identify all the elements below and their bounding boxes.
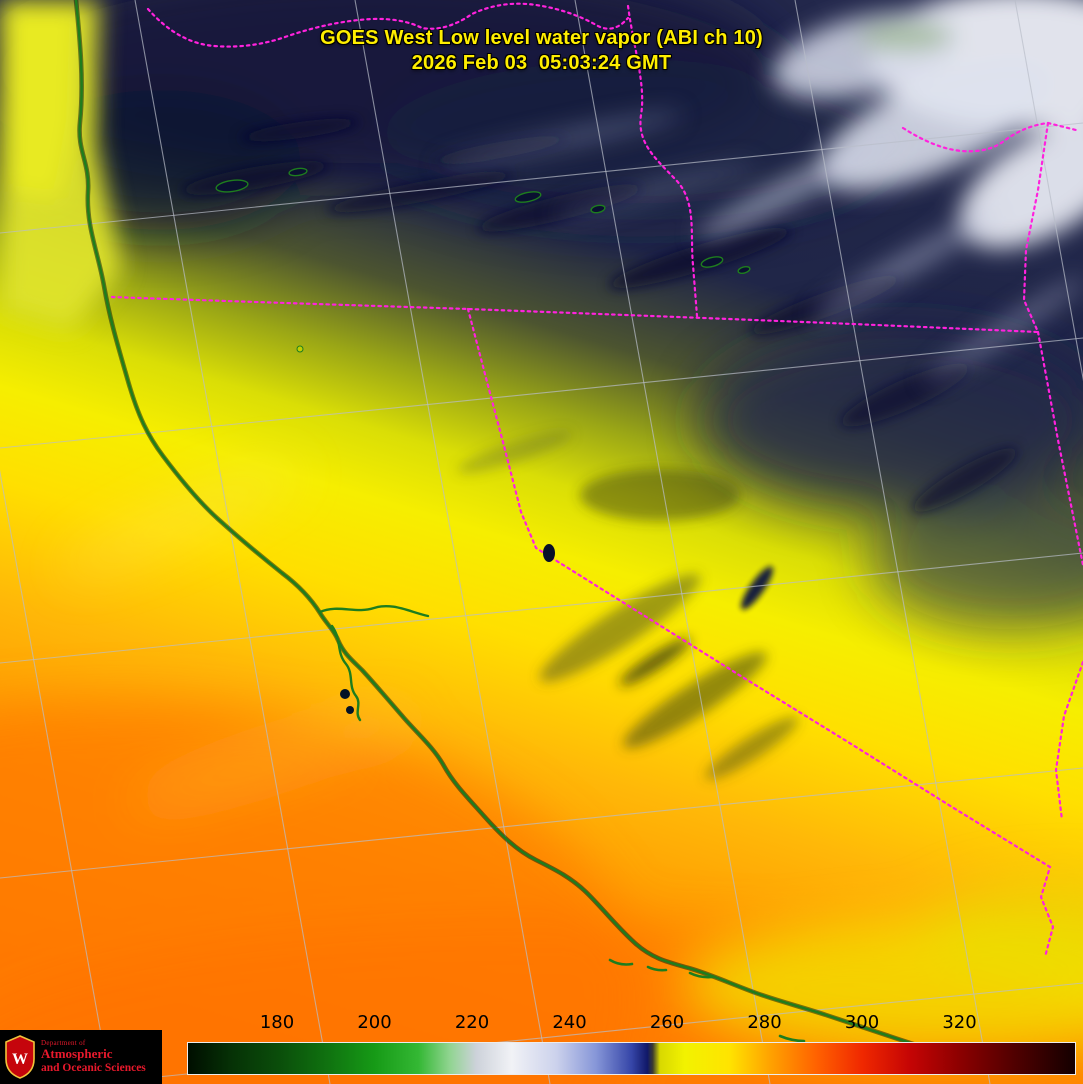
- colorbar-tick: 300: [844, 1012, 880, 1033]
- colorbar-ticks: 180 200 220 240 260 280 300 320: [0, 1012, 1083, 1036]
- small-marker: [296, 345, 304, 353]
- dark-filament: [741, 566, 773, 610]
- colorbar-tick: 320: [942, 1012, 977, 1033]
- logo-dept-line: Department of: [41, 1038, 86, 1047]
- cloud-layer: [437, 0, 1083, 383]
- lakes: [215, 167, 751, 562]
- colorbar-tick: 240: [552, 1012, 587, 1033]
- colorbar-tick: 220: [454, 1012, 490, 1033]
- terrain-shading: [53, 55, 799, 780]
- uw-crest-icon: W: [5, 1035, 35, 1079]
- sf-bay: [330, 624, 362, 722]
- image-title: GOES West Low level water vapor (ABI ch …: [320, 27, 763, 49]
- state-borders: [110, 2, 1083, 959]
- logo-line1: Atmospheric: [41, 1046, 113, 1062]
- coastal-moist-patch: [0, 0, 122, 330]
- logo-line2: and Oceanic Sciences: [41, 1061, 146, 1074]
- lake-tahoe: [543, 544, 555, 562]
- crest-letter: W: [12, 1051, 28, 1068]
- image-timestamp: 2026 Feb 03 05:03:24 GMT: [411, 52, 672, 74]
- colorbar-tick: 180: [259, 1012, 295, 1033]
- colorbar-tick: 200: [357, 1012, 392, 1033]
- colorbar-tick: 280: [747, 1012, 782, 1033]
- title-block: GOES West Low level water vapor (ABI ch …: [0, 26, 1083, 76]
- coastline: [76, 0, 978, 1062]
- sacramento-delta: [318, 604, 430, 618]
- uw-logo: W Department of Atmospheric and Oceanic …: [0, 1030, 162, 1084]
- logo-text: Department of Atmospheric and Oceanic Sc…: [41, 1038, 146, 1075]
- colorbar: [187, 1042, 1076, 1075]
- colorbar-tick: 260: [649, 1012, 685, 1033]
- dry-streaks: [181, 118, 1018, 513]
